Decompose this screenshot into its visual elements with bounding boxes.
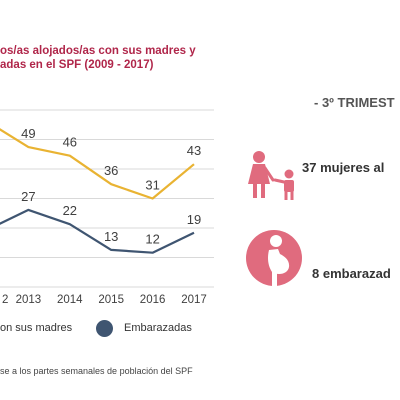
chart-grid [0,109,214,288]
x-tick-label: 2014 [57,294,83,306]
data-label-s2-2017: 19 [187,212,201,227]
mothers-count-text: 37 mujeres al [302,160,385,175]
chart-title-line-2: adas en el SPF (2009 - 2017) [0,59,154,71]
data-label-s1-2016: 31 [145,178,159,193]
pregnant-count-text: 8 embarazad [312,266,391,281]
legend-label-embarazadas: Embarazadas [124,322,192,334]
legend-swatch-embarazadas [96,320,113,337]
chart-data-labels: 49 46 36 31 43 27 22 13 12 19 [21,126,201,247]
data-label-s1-2014: 46 [63,135,77,150]
series-line-2 [0,208,195,254]
chart-x-ticks: 2 2013 2014 2015 2016 2017 [2,294,207,306]
x-tick-label: 2016 [140,294,166,306]
x-tick-label: 2017 [181,294,207,306]
series-line-1 [0,128,195,200]
data-label-s1-2017: 43 [187,143,201,158]
data-label-s2-2013: 27 [21,189,35,204]
legend-label-madres: on sus madres [0,322,73,334]
data-label-s2-2015: 13 [104,229,118,244]
x-tick-label: 2 [2,294,8,306]
chart-lines [0,128,195,254]
data-label-s2-2014: 22 [63,203,77,218]
data-label-s2-2016: 12 [145,232,159,247]
trimester-heading: - 3º TRIMEST [314,95,395,110]
chart-title-line-1: os/as alojados/as con sus madres y [0,45,196,57]
source-note: se a los partes semanales de población d… [0,366,193,376]
x-tick-label: 2015 [98,294,124,306]
chart-title: os/as alojados/as con sus madres y adas … [0,44,196,72]
data-label-s1-2013: 49 [21,126,35,141]
mother-child-icon [248,151,294,200]
x-tick-label: 2013 [16,294,42,306]
data-label-s1-2015: 36 [104,163,118,178]
pregnant-woman-icon [246,230,302,286]
